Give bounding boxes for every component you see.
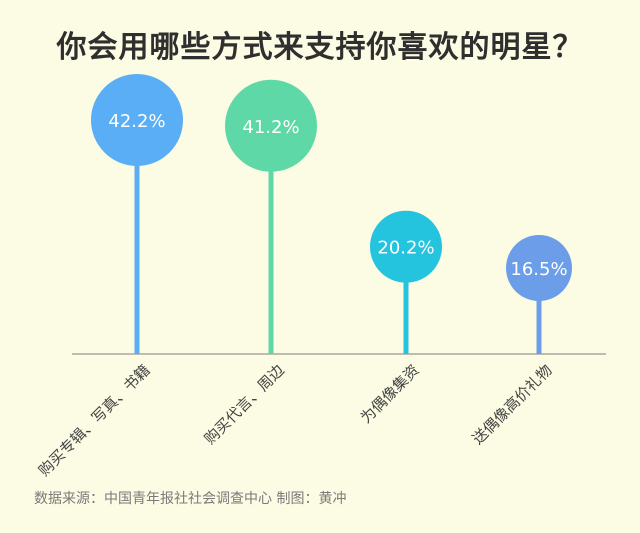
category-label: 为偶像集资 (357, 361, 423, 427)
category-label: 送偶像高价礼物 (469, 361, 556, 448)
lollipop-head (506, 235, 572, 301)
source-note: 数据来源：中国青年报社社会调查中心 制图：黄冲 (34, 491, 347, 507)
data-label: 16.5% (510, 259, 567, 280)
data-label: 42.2% (108, 111, 165, 132)
lollipop-head (91, 74, 183, 166)
chart-title: 你会用哪些方式来支持你喜欢的明星？ (56, 30, 584, 65)
category-label: 购买专辑、写真、书籍 (35, 361, 154, 480)
data-label: 20.2% (377, 238, 434, 259)
data-label: 41.2% (242, 117, 299, 138)
lollipop-head (370, 210, 442, 283)
lollipop-head (225, 79, 317, 172)
category-label: 购买代言、周边 (201, 361, 288, 448)
